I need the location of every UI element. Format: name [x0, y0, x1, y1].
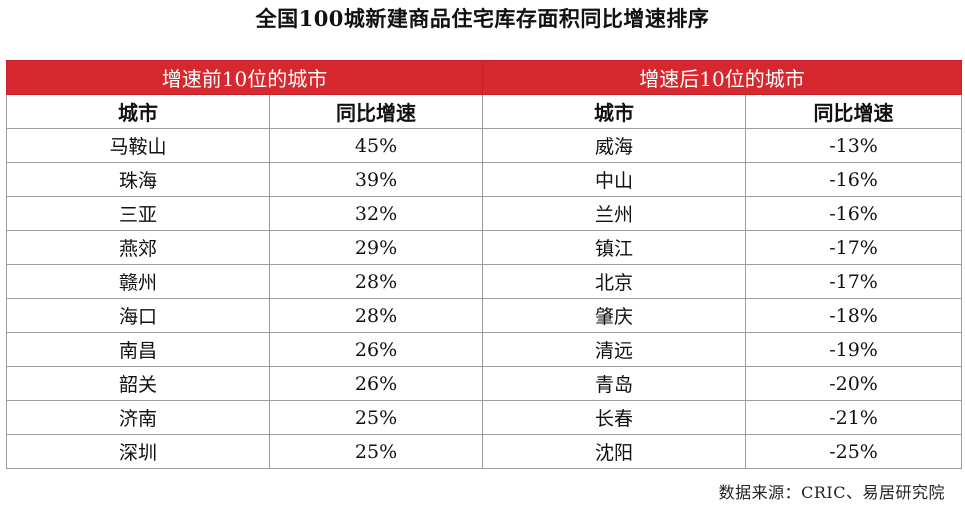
city-cell-bottom: 威海: [482, 128, 747, 163]
city-cell-bottom: 中山: [482, 162, 747, 197]
city-cell-top: 三亚: [6, 196, 270, 231]
column-header-city-top: 城市: [6, 94, 270, 129]
growth-cell-bottom: -19%: [745, 332, 963, 367]
table-row: 南昌 26% 清远 -19%: [6, 332, 963, 367]
growth-cell-top: 26%: [268, 366, 484, 401]
city-cell-top: 燕郊: [6, 230, 270, 265]
table-row: 赣州 28% 北京 -17%: [6, 264, 963, 299]
growth-cell-bottom: -21%: [745, 400, 963, 435]
growth-cell-top: 29%: [268, 230, 484, 265]
city-cell-bottom: 长春: [482, 400, 747, 435]
growth-cell-bottom: -16%: [745, 162, 963, 197]
growth-cell-top: 32%: [268, 196, 484, 231]
table-row: 韶关 26% 青岛 -20%: [6, 366, 963, 401]
chart-title: 全国100城新建商品住宅库存面积同比增速排序: [255, 6, 710, 31]
city-cell-bottom: 镇江: [482, 230, 747, 265]
table-row: 三亚 32% 兰州 -16%: [6, 196, 963, 231]
column-header-city-bottom: 城市: [482, 94, 747, 129]
city-cell-bottom: 沈阳: [482, 434, 747, 469]
growth-cell-top: 28%: [268, 298, 484, 333]
column-header-growth-top: 同比增速: [268, 94, 484, 129]
table-row: 珠海 39% 中山 -16%: [6, 162, 963, 197]
table-row: 深圳 25% 沈阳 -25%: [6, 434, 963, 469]
city-cell-top: 深圳: [6, 434, 270, 469]
table-row: 海口 28% 肇庆 -18%: [6, 298, 963, 333]
city-cell-bottom: 北京: [482, 264, 747, 299]
growth-cell-top: 25%: [268, 400, 484, 435]
table-row: 马鞍山 45% 威海 -13%: [6, 128, 963, 163]
growth-cell-bottom: -17%: [745, 230, 963, 265]
city-cell-bottom: 兰州: [482, 196, 747, 231]
table-body: 马鞍山 45% 威海 -13% 珠海 39% 中山 -16% 三亚 32% 兰州 -16% 燕郊 29% 镇…: [6, 128, 963, 469]
city-cell-bottom: 青岛: [482, 366, 747, 401]
city-cell-top: 济南: [6, 400, 270, 435]
city-cell-top: 南昌: [6, 332, 270, 367]
growth-cell-top: 39%: [268, 162, 484, 197]
city-cell-top: 赣州: [6, 264, 270, 299]
city-cell-top: 韶关: [6, 366, 270, 401]
table-row: 燕郊 29% 镇江 -17%: [6, 230, 963, 265]
group-header-bottom10: 增速后10位的城市: [482, 60, 963, 95]
column-header-row: 城市 同比增速 城市 同比增速: [6, 94, 963, 129]
growth-cell-bottom: -17%: [745, 264, 963, 299]
city-cell-top: 海口: [6, 298, 270, 333]
group-header-top10: 增速前10位的城市: [5, 60, 484, 95]
growth-cell-top: 25%: [268, 434, 484, 469]
growth-cell-bottom: -13%: [745, 128, 963, 163]
growth-cell-bottom: -20%: [745, 366, 963, 401]
city-cell-bottom: 肇庆: [482, 298, 747, 333]
growth-cell-top: 45%: [268, 128, 484, 163]
column-header-growth-bottom: 同比增速: [745, 94, 963, 129]
table-row: 济南 25% 长春 -21%: [6, 400, 963, 435]
growth-cell-top: 26%: [268, 332, 484, 367]
growth-cell-bottom: -25%: [745, 434, 963, 469]
growth-cell-bottom: -16%: [745, 196, 963, 231]
growth-cell-top: 28%: [268, 264, 484, 299]
growth-cell-bottom: -18%: [745, 298, 963, 333]
city-cell-top: 珠海: [6, 162, 270, 197]
growth-ranking-table: 增速前10位的城市 增速后10位的城市 城市 同比增速 城市 同比增速 马鞍山 4…: [5, 60, 963, 469]
group-header-row: 增速前10位的城市 增速后10位的城市: [5, 60, 963, 95]
city-cell-top: 马鞍山: [6, 128, 270, 163]
city-cell-bottom: 清远: [482, 332, 747, 367]
data-source-note: 数据来源：CRIC、易居研究院: [718, 483, 945, 502]
